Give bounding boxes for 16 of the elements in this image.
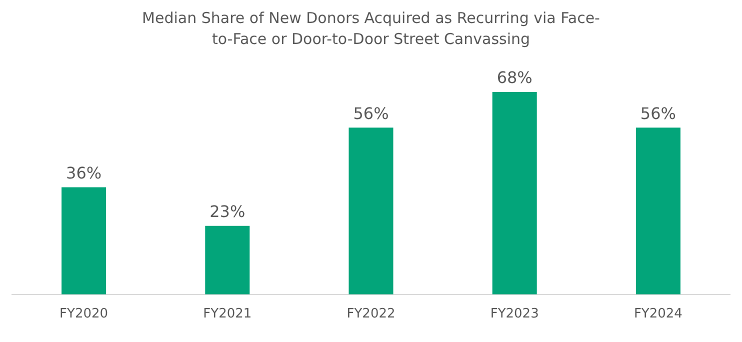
x-tick-label: FY2024 bbox=[634, 306, 682, 322]
bar bbox=[492, 92, 537, 294]
x-tick-label: FY2022 bbox=[346, 306, 396, 322]
x-tick-label: FY2020 bbox=[60, 306, 108, 322]
bar bbox=[636, 128, 680, 294]
bar bbox=[62, 187, 106, 294]
x-tick-label: FY2021 bbox=[203, 306, 252, 322]
data-label: 23% bbox=[210, 202, 246, 222]
data-label: 56% bbox=[353, 104, 389, 123]
data-label: 56% bbox=[640, 104, 676, 123]
x-tick-label: FY2023 bbox=[490, 306, 539, 322]
data-label: 68% bbox=[496, 68, 532, 88]
data-label: 36% bbox=[66, 163, 102, 182]
bar bbox=[205, 226, 250, 294]
bar bbox=[348, 128, 394, 294]
chart-title: Median Share of New Donors Acquired as Recurring via Face-to-Face or Door-to-Door Street Canvassing bbox=[141, 8, 601, 50]
